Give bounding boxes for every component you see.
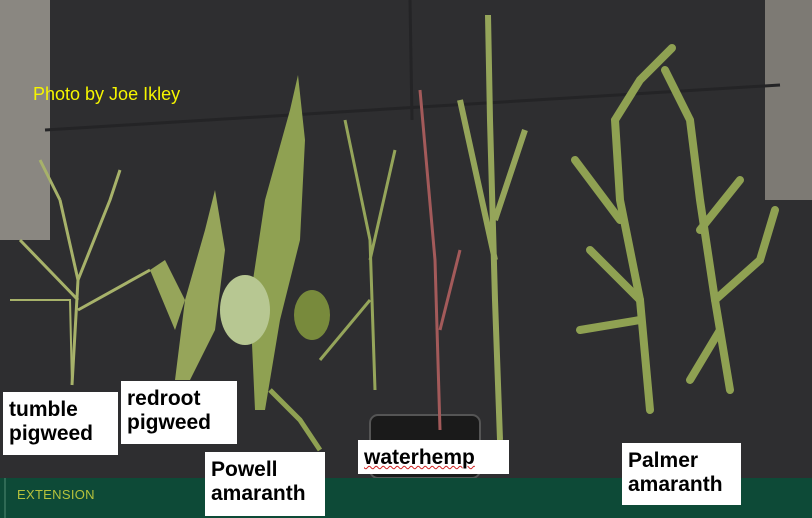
label-tumble-pigweed: tumble pigweed [3, 392, 118, 455]
redroot-pigweed-plant [150, 190, 225, 380]
label-line: Palmer [628, 449, 699, 472]
label-redroot-pigweed: redroot pigweed [121, 381, 237, 444]
label-waterhemp: waterhemp [358, 440, 509, 474]
floor-edge-right [765, 0, 812, 200]
label-line: pigweed [127, 411, 212, 434]
label-line: amaranth [211, 482, 306, 505]
footer-divider [4, 478, 6, 518]
label-palmer-amaranth: Palmer amaranth [622, 443, 741, 505]
label-powell-amaranth: Powell amaranth [205, 452, 325, 516]
label-line: amaranth [628, 473, 723, 496]
tumble-pigweed-plant [10, 159, 151, 386]
label-line: tumble [9, 398, 78, 421]
palmer-amaranth-plant [571, 44, 779, 414]
waterhemp-plant [318, 14, 528, 441]
powell-amaranth-plant [220, 75, 330, 452]
photo-credit: Photo by Joe Ikley [33, 84, 181, 104]
label-line: pigweed [9, 422, 94, 445]
label-line: waterhemp [364, 446, 475, 469]
floor-edge-left [0, 0, 50, 240]
label-line: redroot [127, 387, 201, 410]
label-line: Powell [211, 458, 278, 481]
extension-brand: EXTENSION [17, 487, 95, 502]
